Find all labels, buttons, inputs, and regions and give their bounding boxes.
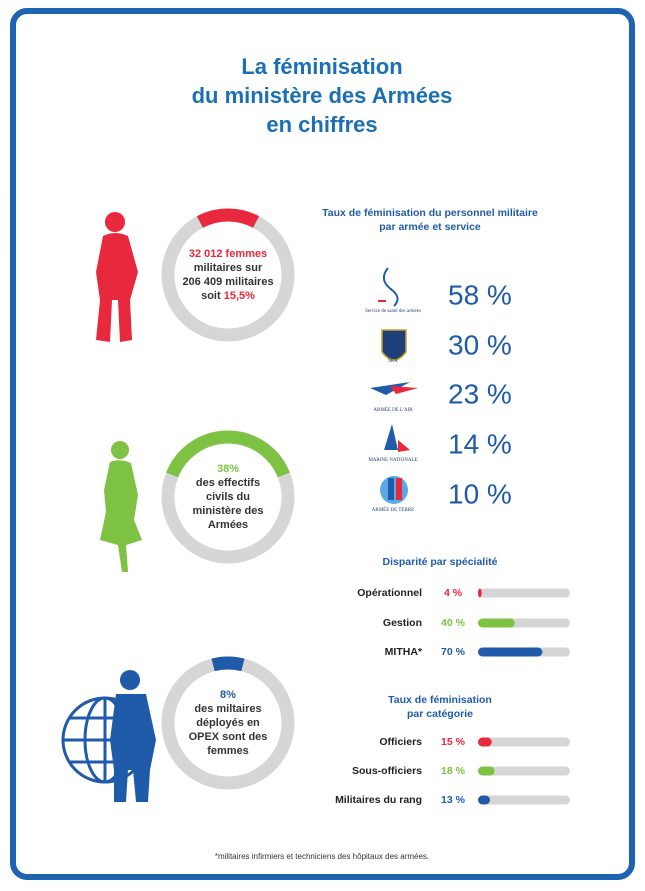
ring-text: 32 012 femmes <box>189 248 267 260</box>
ring-arc <box>196 208 260 228</box>
bar-label: Opérationnel <box>357 587 422 599</box>
ring-text-part: 8% <box>220 689 236 701</box>
bar <box>478 737 492 747</box>
ring-text: des effectifs <box>196 477 260 489</box>
civilian-woman-icon <box>100 441 142 572</box>
ring-text-part: 32 012 femmes <box>189 248 267 260</box>
ring-text: 8% <box>220 689 236 701</box>
title-line: du ministère des Armées <box>192 83 453 108</box>
title-line: en chiffres <box>266 112 377 137</box>
bar-label: Sous-officiers <box>352 765 422 777</box>
bar <box>478 795 490 805</box>
ring-text-part: des miltaires <box>194 703 261 715</box>
bar-value-label: 40 % <box>441 617 466 629</box>
bar <box>478 618 515 628</box>
service-logo-text: Service de santé des armées <box>365 309 421 314</box>
service-logo-text: MARINE NATIONALE <box>368 458 417 463</box>
ring-text: OPEX sont des <box>189 731 268 743</box>
service-rate: 30 % <box>448 329 512 360</box>
woman-soldier-icon <box>96 212 138 342</box>
bar-value-label: 15 % <box>441 736 466 748</box>
bar-track <box>478 795 570 805</box>
section-title: Taux de féminisation du personnel milita… <box>322 207 538 219</box>
ring-text-part: civils du <box>206 491 250 503</box>
ring-text-part: Armées <box>208 519 248 531</box>
service-logo-text: SEA <box>388 359 398 364</box>
bar-track <box>478 737 570 747</box>
footnote: *militaires infirmiers et techniciens de… <box>215 852 429 861</box>
ring-text: déployés en <box>196 717 260 729</box>
bar-track <box>478 588 570 598</box>
bar-track <box>478 766 570 776</box>
section-title: par catégorie <box>407 708 473 720</box>
title-line: La féminisation <box>241 54 402 79</box>
ring-text-part: ministère des <box>193 505 264 517</box>
service-rate: 58 % <box>448 279 512 310</box>
bar <box>478 766 495 776</box>
ring-text: civils du <box>206 491 250 503</box>
ring-arc <box>211 656 245 672</box>
ring-text-part: 206 409 militaires <box>182 276 273 288</box>
bar <box>478 588 482 598</box>
service-rate: 14 % <box>448 428 512 459</box>
ring-text: Armées <box>208 519 248 531</box>
ring-text-part: déployés en <box>196 717 260 729</box>
frame <box>10 8 635 880</box>
ring-text: des miltaires <box>194 703 261 715</box>
bar <box>478 647 543 657</box>
bar-label: Militaires du rang <box>335 794 422 806</box>
bar-label: Officiers <box>379 736 422 748</box>
ring-text: militaires sur <box>194 262 263 274</box>
ring-text: ministère des <box>193 505 264 517</box>
bar-label: Gestion <box>383 617 422 629</box>
section-title: par armée et service <box>379 221 481 233</box>
section-title: Taux de féminisation <box>388 694 492 706</box>
ring-text: 38% <box>217 463 239 475</box>
ring-text: 206 409 militaires <box>182 276 273 288</box>
ring-text: soit 15,5% <box>201 290 255 302</box>
ring-text: femmes <box>207 745 249 757</box>
ring-text-part: 15,5% <box>224 290 255 302</box>
service-logo-text: ARMÉE DE TERRE <box>372 507 414 513</box>
bar-value-label: 18 % <box>441 765 466 777</box>
ring-text-part: 38% <box>217 463 239 475</box>
bar-value-label: 4 % <box>444 587 463 599</box>
ring-text-part: soit <box>201 290 224 302</box>
ring-arc <box>166 430 290 478</box>
bar-value-label: 70 % <box>441 646 466 658</box>
bar-label: MITHA* <box>385 646 423 658</box>
globe-soldier-icon <box>61 670 156 802</box>
service-rate: 23 % <box>448 378 512 409</box>
bar-value-label: 13 % <box>441 794 466 806</box>
logos <box>370 267 418 504</box>
ring-text-part: OPEX sont des <box>189 731 268 743</box>
ring-text-part: militaires sur <box>194 262 263 274</box>
service-logo-text: ARMÉE DE L'AIR <box>373 407 413 413</box>
ring-text-part: des effectifs <box>196 477 260 489</box>
ring-text-part: femmes <box>207 745 249 757</box>
service-rate: 10 % <box>448 478 512 509</box>
section-title: Disparité par spécialité <box>383 556 498 568</box>
